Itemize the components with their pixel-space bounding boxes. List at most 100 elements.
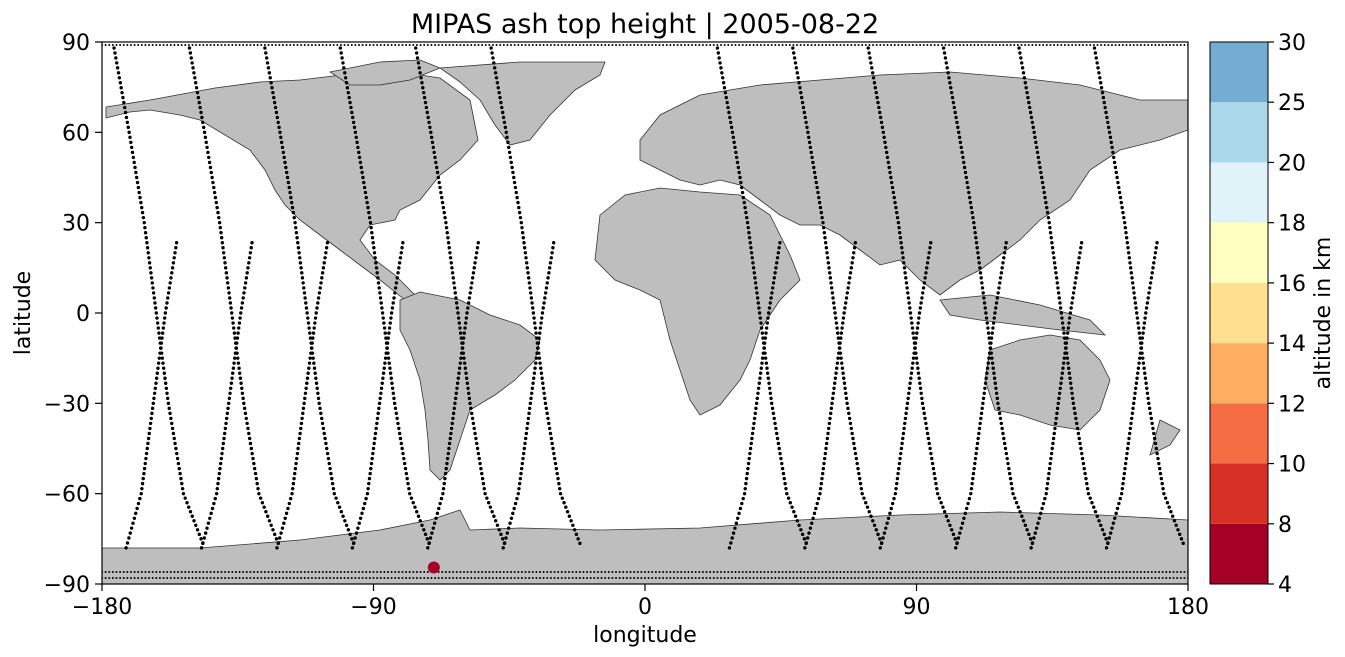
track-point-asc-0 xyxy=(155,371,160,375)
track-point-desc-2 xyxy=(298,261,303,265)
track-point-asc-2 xyxy=(286,506,290,511)
track-point-asc-1 xyxy=(250,241,254,245)
track-point-desc-4 xyxy=(469,406,473,411)
polar-track-point-0 xyxy=(687,44,690,47)
track-point-asc-9 xyxy=(991,326,995,330)
polar-track-point-1 xyxy=(651,570,654,573)
track-point-asc-10 xyxy=(1064,341,1069,345)
track-point-desc-3 xyxy=(423,532,428,537)
polar-track-point-0 xyxy=(477,44,480,47)
polar-track-point-1 xyxy=(712,570,715,573)
track-point-asc-4 xyxy=(474,251,479,255)
track-point-desc-7 xyxy=(836,336,841,340)
track-point-desc-11 xyxy=(1145,386,1149,390)
track-point-asc-8 xyxy=(884,526,888,530)
polar-track-point-0 xyxy=(437,44,440,47)
track-point-desc-11 xyxy=(1150,421,1154,426)
track-point-desc-5 xyxy=(491,56,495,60)
track-point-desc-0 xyxy=(157,331,161,335)
polar-track-point-1 xyxy=(767,570,770,573)
track-point-desc-6 xyxy=(786,496,791,500)
polar-track-point-2 xyxy=(832,576,835,579)
track-point-desc-5 xyxy=(497,90,501,95)
track-point-asc-8 xyxy=(900,441,904,446)
polar-track-point-1 xyxy=(1136,570,1139,573)
track-point-desc-8 xyxy=(868,56,872,60)
track-point-asc-4 xyxy=(445,461,449,466)
track-point-desc-10 xyxy=(1050,241,1054,245)
track-point-desc-5 xyxy=(518,215,523,220)
polar-track-point-2 xyxy=(1154,576,1157,579)
polar-track-point-1 xyxy=(734,570,737,573)
track-point-desc-4 xyxy=(430,140,435,145)
track-point-desc-3 xyxy=(376,281,381,285)
polar-track-point-1 xyxy=(806,570,809,573)
polar-track-point-2 xyxy=(444,576,447,579)
polar-track-point-0 xyxy=(564,44,567,47)
track-point-asc-10 xyxy=(1067,321,1071,325)
track-point-desc-2 xyxy=(329,471,333,476)
polar-track-point-0 xyxy=(187,44,190,47)
track-point-asc-4 xyxy=(472,266,476,270)
track-point-asc-1 xyxy=(233,356,237,360)
polar-track-point-0 xyxy=(1103,44,1106,47)
track-point-asc-4 xyxy=(457,366,462,370)
track-point-desc-6 xyxy=(763,356,768,360)
track-point-asc-10 xyxy=(1055,406,1060,411)
track-point-asc-5 xyxy=(551,246,555,250)
track-point-desc-11 xyxy=(1156,456,1160,461)
track-point-desc-4 xyxy=(429,130,433,135)
track-point-desc-4 xyxy=(452,286,457,290)
map-area xyxy=(102,42,1188,584)
track-point-desc-9 xyxy=(997,411,1002,416)
track-point-desc-0 xyxy=(113,51,117,55)
track-point-asc-7 xyxy=(818,486,823,491)
polar-track-point-0 xyxy=(383,44,386,47)
polar-track-point-1 xyxy=(738,570,741,573)
polar-track-point-2 xyxy=(350,576,353,579)
track-point-desc-1 xyxy=(246,426,250,431)
polar-track-point-1 xyxy=(785,570,788,573)
track-point-asc-3 xyxy=(391,301,395,305)
track-point-desc-7 xyxy=(816,190,820,195)
polar-track-point-2 xyxy=(111,576,114,579)
polar-track-point-1 xyxy=(977,570,980,573)
track-point-asc-1 xyxy=(215,486,220,491)
track-point-asc-2 xyxy=(318,286,322,290)
polar-track-point-1 xyxy=(300,570,303,573)
polar-track-point-2 xyxy=(1042,576,1045,579)
polar-track-point-1 xyxy=(1096,570,1099,573)
track-point-desc-4 xyxy=(486,501,491,505)
polar-track-point-2 xyxy=(955,576,958,579)
track-point-asc-6 xyxy=(744,476,749,481)
track-point-desc-9 xyxy=(1000,426,1004,431)
polar-track-point-2 xyxy=(448,576,451,579)
track-point-asc-11 xyxy=(1144,311,1148,315)
polar-track-point-0 xyxy=(224,44,227,47)
track-point-desc-4 xyxy=(490,510,494,514)
polar-track-point-0 xyxy=(303,44,306,47)
track-point-asc-9 xyxy=(987,351,992,355)
track-point-desc-0 xyxy=(183,496,187,500)
track-point-asc-6 xyxy=(758,376,762,380)
track-point-asc-11 xyxy=(1120,486,1125,491)
polar-track-point-0 xyxy=(691,44,694,47)
track-point-asc-9 xyxy=(994,301,999,305)
y-tick-label: −90 xyxy=(44,573,90,598)
track-point-desc-0 xyxy=(192,519,196,523)
polar-track-point-2 xyxy=(748,576,751,579)
track-point-desc-4 xyxy=(476,451,481,456)
track-point-asc-3 xyxy=(367,481,371,486)
track-point-asc-4 xyxy=(426,546,430,550)
track-point-desc-7 xyxy=(855,461,859,466)
track-point-desc-1 xyxy=(226,286,231,290)
track-point-asc-10 xyxy=(1054,416,1058,421)
track-point-desc-9 xyxy=(941,46,946,50)
polar-track-point-0 xyxy=(423,44,426,47)
polar-track-point-2 xyxy=(738,576,741,579)
track-point-desc-1 xyxy=(219,231,223,235)
track-point-asc-10 xyxy=(1058,386,1062,390)
polar-track-point-0 xyxy=(777,44,780,47)
polar-track-point-1 xyxy=(962,570,965,573)
track-point-asc-10 xyxy=(1051,436,1056,441)
